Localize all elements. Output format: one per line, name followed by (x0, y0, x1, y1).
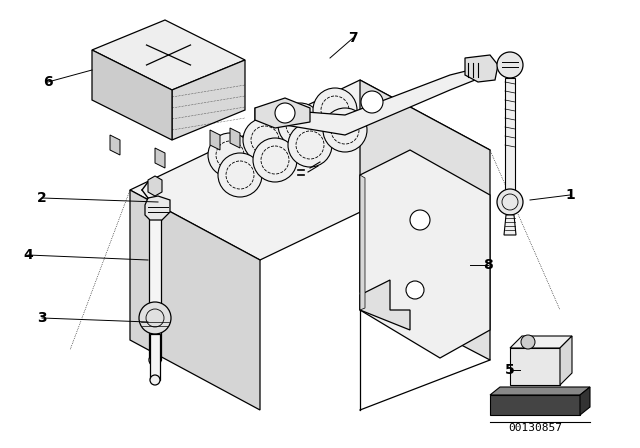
Text: 3: 3 (37, 311, 47, 325)
Polygon shape (145, 196, 170, 220)
Polygon shape (504, 215, 516, 235)
Circle shape (149, 354, 161, 366)
Polygon shape (465, 55, 498, 82)
Circle shape (521, 335, 535, 349)
Polygon shape (580, 387, 590, 415)
Circle shape (288, 123, 332, 167)
Polygon shape (210, 130, 220, 150)
Polygon shape (510, 336, 572, 348)
Circle shape (139, 302, 171, 334)
Polygon shape (149, 218, 161, 360)
Circle shape (410, 210, 430, 230)
Circle shape (275, 103, 295, 123)
Circle shape (323, 108, 367, 152)
Text: 5: 5 (505, 363, 515, 377)
Circle shape (406, 281, 424, 299)
Polygon shape (255, 68, 480, 135)
Text: 1: 1 (565, 188, 575, 202)
Polygon shape (155, 148, 165, 168)
Circle shape (313, 88, 357, 132)
Text: 2: 2 (37, 191, 47, 205)
Circle shape (218, 153, 262, 197)
Circle shape (253, 138, 297, 182)
Polygon shape (130, 80, 490, 260)
Text: 00130857: 00130857 (508, 423, 562, 433)
Polygon shape (150, 334, 160, 380)
Text: 4: 4 (23, 248, 33, 262)
Circle shape (278, 103, 322, 147)
Circle shape (361, 91, 383, 113)
Polygon shape (110, 135, 120, 155)
Polygon shape (92, 50, 172, 140)
Polygon shape (130, 190, 260, 410)
Polygon shape (360, 150, 490, 358)
Text: 8: 8 (483, 258, 493, 272)
Circle shape (243, 118, 287, 162)
Polygon shape (490, 387, 590, 395)
Polygon shape (490, 395, 580, 415)
Polygon shape (230, 128, 240, 148)
Polygon shape (505, 78, 515, 195)
Polygon shape (360, 280, 410, 330)
Circle shape (208, 133, 252, 177)
Text: 7: 7 (348, 31, 358, 45)
Circle shape (497, 52, 523, 78)
Polygon shape (360, 80, 490, 360)
Text: 6: 6 (43, 75, 53, 89)
Polygon shape (560, 336, 572, 385)
Polygon shape (92, 20, 245, 90)
Polygon shape (360, 175, 365, 310)
Circle shape (150, 375, 160, 385)
Polygon shape (148, 176, 162, 196)
Polygon shape (255, 98, 310, 128)
Polygon shape (510, 348, 560, 385)
Polygon shape (172, 60, 245, 140)
Circle shape (497, 189, 523, 215)
